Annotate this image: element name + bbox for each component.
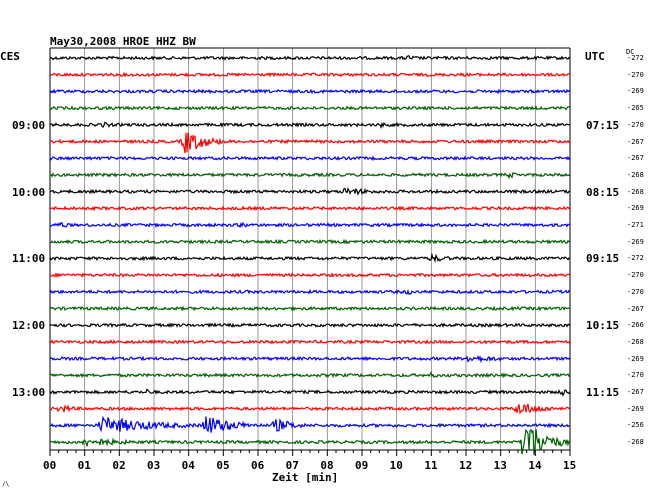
x-tick-label: 06 xyxy=(251,459,265,472)
corner-mark: /\ xyxy=(2,481,10,488)
x-tick-label: 10 xyxy=(389,459,403,472)
trace-23 xyxy=(49,428,571,456)
dc-value: -270 xyxy=(627,371,644,380)
dc-value: -269 xyxy=(627,204,644,213)
dc-value: -268 xyxy=(627,187,644,196)
trace-13 xyxy=(49,272,571,279)
x-tick-label: 02 xyxy=(112,459,126,472)
dc-header-label: DC xyxy=(626,48,635,56)
dc-value: -266 xyxy=(627,321,644,330)
x-axis-label: Zeit [min] xyxy=(272,471,339,484)
trace-12 xyxy=(49,252,571,264)
trace-19 xyxy=(49,370,571,379)
right-time-label: 11:15 xyxy=(586,386,620,399)
left-time-label: 10:00 xyxy=(12,185,46,199)
x-tick-label: 04 xyxy=(181,459,195,472)
dc-value: -269 xyxy=(627,87,644,96)
x-tick-label: 13 xyxy=(493,459,507,472)
trace-14 xyxy=(49,288,571,295)
trace-18 xyxy=(49,354,571,364)
trace-11 xyxy=(49,238,571,245)
trace-20 xyxy=(49,388,571,397)
trace-2 xyxy=(49,88,571,95)
trace-21 xyxy=(49,403,571,415)
trace-10 xyxy=(50,221,571,229)
left-time-label: 11:00 xyxy=(12,252,46,266)
dc-value: -269 xyxy=(627,404,644,413)
trace-8 xyxy=(49,186,571,196)
dc-value: -268 xyxy=(627,337,644,346)
left-timezone-label: CES xyxy=(0,50,20,63)
right-time-label: 09:15 xyxy=(586,252,620,266)
trace-22 xyxy=(49,415,571,433)
x-tick-label: 01 xyxy=(77,459,91,472)
plot-title: May30,2008 HROE HHZ BW xyxy=(50,35,196,48)
trace-9 xyxy=(49,205,571,212)
trace-3 xyxy=(49,105,571,111)
right-time-label: 08:15 xyxy=(586,185,620,199)
right-timezone-label: UTC xyxy=(585,50,605,63)
trace-15 xyxy=(49,305,571,312)
trace-4 xyxy=(49,121,571,130)
dc-value: -272 xyxy=(627,54,644,62)
x-tick-label: 15 xyxy=(563,459,577,472)
right-time-label: 10:15 xyxy=(586,319,620,333)
right-time-label: 07:15 xyxy=(586,118,620,132)
x-tick-label: 14 xyxy=(528,459,542,472)
trace-5 xyxy=(49,132,571,154)
left-time-label: 13:00 xyxy=(12,386,46,399)
x-tick-label: 07 xyxy=(285,459,299,472)
dc-value: -272 xyxy=(627,254,644,263)
dc-value: -270 xyxy=(627,120,644,129)
x-tick-label: 00 xyxy=(43,459,57,472)
trace-6 xyxy=(49,155,571,161)
dc-value: -269 xyxy=(627,354,644,363)
trace-1 xyxy=(49,71,570,78)
dc-value: -267 xyxy=(627,154,644,163)
dc-value: -270 xyxy=(627,70,644,79)
x-tick-label: 03 xyxy=(147,459,161,472)
dc-value: -271 xyxy=(627,221,644,229)
trace-16 xyxy=(49,322,571,329)
x-tick-label: 12 xyxy=(459,459,473,472)
trace-0 xyxy=(49,55,571,61)
x-tick-label: 08 xyxy=(320,459,334,472)
dc-value: -270 xyxy=(627,271,644,280)
dc-value: -265 xyxy=(627,104,644,113)
left-time-label: 09:00 xyxy=(12,118,46,132)
trace-group xyxy=(49,55,571,456)
dc-value: -267 xyxy=(627,304,644,313)
x-tick-label: 11 xyxy=(424,459,438,472)
dc-value: -267 xyxy=(627,137,644,146)
x-tick-label: 09 xyxy=(355,459,369,472)
dc-value: -270 xyxy=(627,287,644,296)
dc-value: -269 xyxy=(627,237,644,246)
dc-value: -268 xyxy=(627,438,644,447)
x-axis xyxy=(49,450,571,456)
dc-value: -267 xyxy=(627,388,644,396)
left-time-label: 12:00 xyxy=(12,319,46,333)
dc-value: -256 xyxy=(627,421,644,430)
trace-7 xyxy=(49,171,571,180)
x-tick-label: 05 xyxy=(216,459,230,472)
trace-17 xyxy=(49,338,571,345)
dc-value: -268 xyxy=(627,170,644,179)
